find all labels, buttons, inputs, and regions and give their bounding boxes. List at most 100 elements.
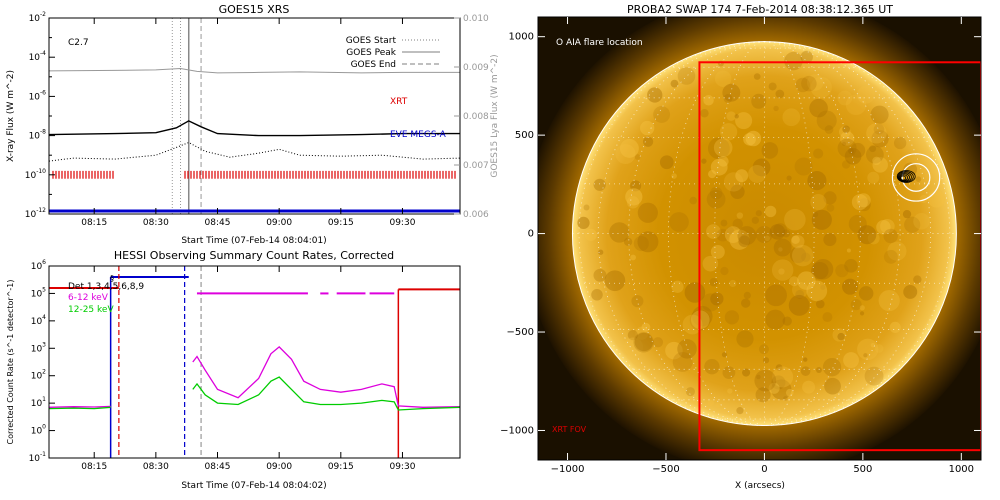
swap-ytick-label: 0 <box>528 229 534 240</box>
solar-texture-blob <box>755 387 771 403</box>
solar-texture-blob <box>743 133 756 146</box>
solar-texture-blob <box>623 337 644 358</box>
solar-texture-blob <box>753 73 761 80</box>
solar-texture-blob <box>800 366 811 376</box>
solar-texture-blob <box>710 244 725 259</box>
solar-texture-blob <box>642 136 654 147</box>
solar-texture-blob <box>866 123 887 144</box>
solar-texture-blob <box>797 271 816 290</box>
solar-texture-blob <box>758 344 769 355</box>
goes-xtick-label: 09:00 <box>266 218 292 228</box>
goes-xrs-chart: GOES15 XRS 08:15 08:30 08:45 09:00 09:15 09:3… <box>6 3 500 246</box>
solar-texture-blob <box>800 50 813 64</box>
solar-texture-blob <box>685 387 695 397</box>
solar-texture-blob <box>768 382 780 394</box>
solar-texture-blob <box>841 160 851 169</box>
solar-texture-blob <box>720 266 729 276</box>
flare-contour <box>900 175 907 181</box>
hessi-legend-6-12: 6-12 keV <box>68 293 109 303</box>
hessi-ytick-exponent: 6 <box>42 259 46 266</box>
solar-texture-blob <box>870 105 889 124</box>
solar-texture-blob <box>630 254 636 261</box>
goes-ytick-label: 10-8 <box>29 129 47 142</box>
goes-xtick-label: 08:30 <box>143 218 169 228</box>
swap-ytick-label: −500 <box>507 327 534 338</box>
goes-legend-label: GOES Peak <box>346 48 396 58</box>
solar-texture-blob <box>837 332 845 341</box>
solar-texture-blob <box>791 244 814 267</box>
hessi-xtick-label: 08:30 <box>143 462 169 472</box>
solar-texture-blob <box>752 158 771 177</box>
goes-series-2 <box>49 141 460 162</box>
solar-texture-blob <box>736 212 744 219</box>
solar-texture-blob <box>710 158 728 176</box>
solar-texture-blob <box>609 222 630 243</box>
longitude-line <box>628 41 765 426</box>
goes-xtick-label: 09:15 <box>328 218 354 228</box>
solar-texture-blob <box>669 212 689 232</box>
solar-texture-blob <box>724 226 742 243</box>
hessi-ytick-label: 100 <box>31 424 46 437</box>
solar-texture-blob <box>755 210 762 217</box>
solar-texture-blob <box>771 259 794 281</box>
solar-texture-blob <box>593 268 607 282</box>
solar-texture-blob <box>851 194 868 211</box>
hessi-xtick-label: 09:30 <box>389 462 415 472</box>
solar-texture-blob <box>724 310 740 325</box>
solar-texture-blob <box>889 321 901 334</box>
swap-ytick-label: 500 <box>515 130 534 141</box>
solar-texture-blob <box>810 76 832 99</box>
solar-texture-blob <box>771 379 792 400</box>
solar-texture-blob <box>820 284 826 291</box>
solar-texture-blob <box>902 209 912 219</box>
solar-texture-blob <box>743 291 751 299</box>
solar-texture-blob <box>810 193 827 211</box>
solar-texture-blob <box>856 193 871 208</box>
solar-texture-blob <box>811 209 832 230</box>
solar-texture-blob <box>863 353 868 358</box>
solar-texture-blob <box>801 75 817 92</box>
solar-texture-blob <box>832 328 846 342</box>
solar-texture-blob <box>846 248 851 253</box>
solar-texture-blob <box>772 366 794 388</box>
solar-texture-blob <box>883 249 898 264</box>
solar-texture-blob <box>730 184 745 199</box>
flare-contour <box>898 172 912 182</box>
solar-texture-blob <box>778 247 783 252</box>
hessi-ytick-exponent: 3 <box>42 341 46 348</box>
solar-texture-blob <box>859 305 865 311</box>
solar-texture-blob <box>689 196 698 205</box>
solar-texture-blob <box>706 224 721 239</box>
solar-texture-blob <box>703 95 714 106</box>
solar-texture-blob <box>615 143 636 165</box>
solar-texture-blob <box>913 275 922 284</box>
solar-texture-blob <box>653 106 671 123</box>
solar-texture-blob <box>786 50 799 63</box>
solar-texture-blob <box>822 312 833 323</box>
hessi-legend-12-25: 12-25 keV <box>68 305 114 315</box>
solar-texture-blob <box>835 264 849 278</box>
solar-texture-blob <box>826 204 835 212</box>
solar-texture-blob <box>704 358 720 375</box>
solar-texture-blob <box>604 270 626 292</box>
hessi-legend-marker: § <box>110 274 114 283</box>
hessi-xtick-label: 08:45 <box>205 462 231 472</box>
solar-texture-blob <box>701 293 720 312</box>
goes-ytick-exponent: -12 <box>36 207 46 214</box>
solar-texture-blob <box>782 229 791 238</box>
solar-texture-blob <box>784 51 803 71</box>
solar-texture-blob <box>811 261 829 280</box>
swap-xlabel: X (arcsecs) <box>735 481 785 491</box>
solar-texture-blob <box>893 136 907 150</box>
solar-texture-blob <box>880 218 895 234</box>
solar-texture-blob <box>623 237 633 246</box>
solar-texture-blob <box>773 223 787 238</box>
solar-texture-blob <box>773 238 792 257</box>
swap-ticks: −1000 −500 0 500 1000 −1000 −500 0 500 1000 <box>500 17 981 475</box>
solar-texture-blob <box>706 189 726 209</box>
goes-legend-label: GOES End <box>351 60 396 70</box>
solar-texture-blob <box>630 180 642 192</box>
aia-flare-marker <box>901 163 931 192</box>
solar-texture-blob <box>771 375 786 390</box>
solar-texture-blob <box>785 388 794 397</box>
